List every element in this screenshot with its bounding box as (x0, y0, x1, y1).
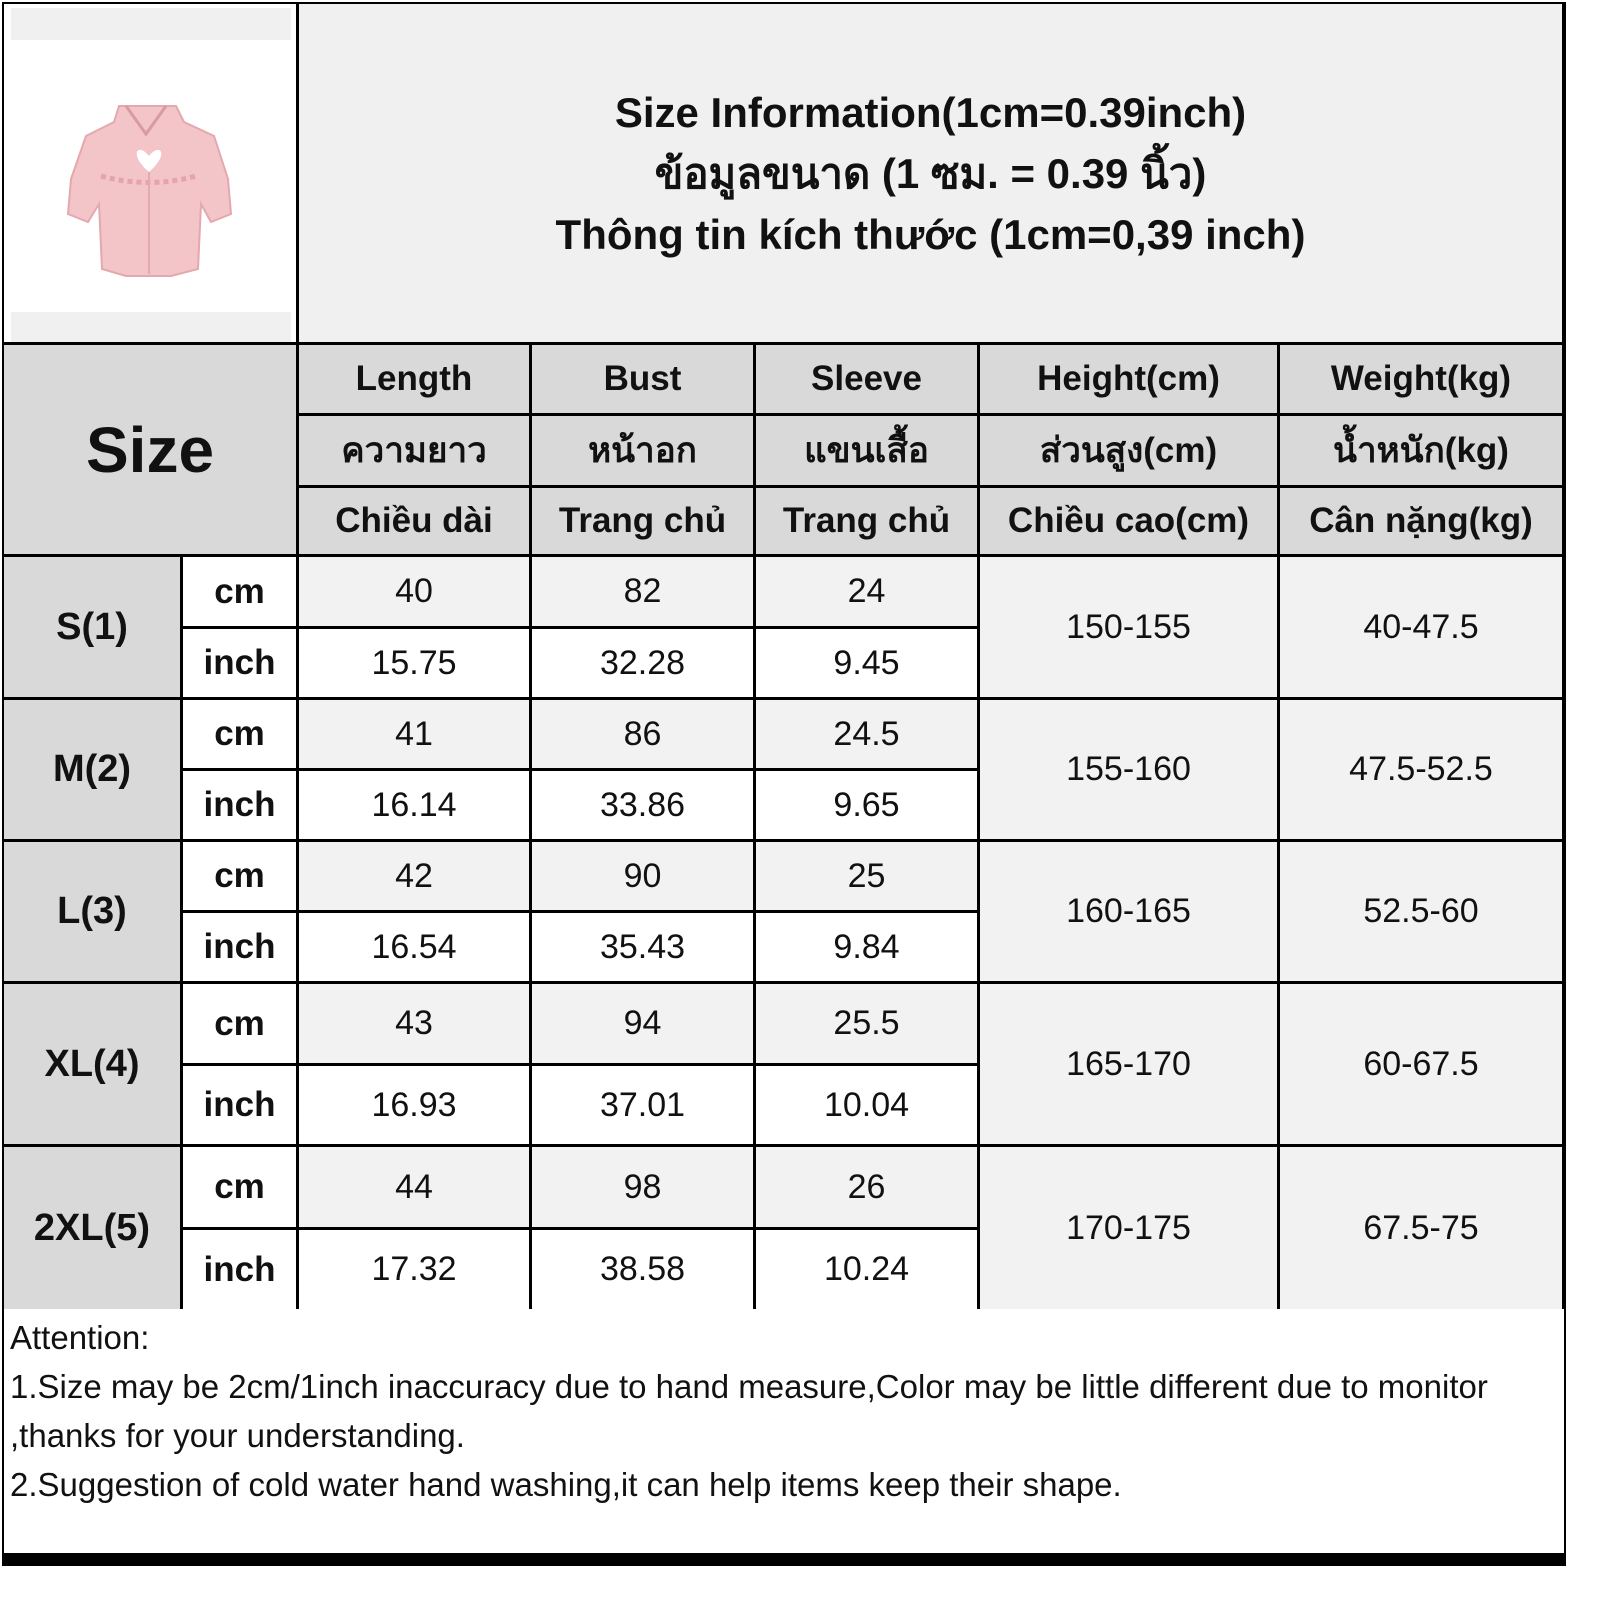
unit-inch: inch (183, 629, 296, 697)
value-inch: 33.86 (532, 771, 753, 839)
value-inch: 16.93 (299, 1066, 529, 1144)
column-header-en: Sleeve (756, 345, 977, 413)
value-cm: 43 (299, 984, 529, 1063)
value-cm: 25 (756, 842, 977, 910)
value-cm: 94 (532, 984, 753, 1063)
column-header-vi: Chiều dài (299, 488, 529, 554)
value-cm: 26 (756, 1147, 977, 1227)
column-header-th: น้ำหนัก(kg) (1280, 416, 1562, 485)
value-cm: 42 (299, 842, 529, 910)
title-vi: Thông tin kích thước (1cm=0,39 inch) (555, 210, 1306, 258)
height-range: 165-170 (980, 984, 1277, 1144)
size-header: Size (4, 345, 296, 554)
size-label: XL(4) (4, 984, 180, 1144)
value-cm: 86 (532, 700, 753, 768)
note-2: 2.Suggestion of cold water hand washing,… (10, 1466, 1122, 1503)
column-header-en: Bust (532, 345, 753, 413)
column-header-vi: Cân nặng(kg) (1280, 488, 1562, 554)
value-cm: 90 (532, 842, 753, 910)
title-block: Size Information(1cm=0.39inch) ข้อมูลขนา… (299, 4, 1562, 342)
value-inch: 16.14 (299, 771, 529, 839)
column-header-th: แขนเสื้อ (756, 416, 977, 485)
unit-cm: cm (183, 1147, 296, 1227)
weight-range: 67.5-75 (1280, 1147, 1562, 1309)
value-inch: 17.32 (299, 1230, 529, 1309)
value-inch: 9.65 (756, 771, 977, 839)
column-header-vi: Trang chủ (532, 488, 753, 554)
value-cm: 98 (532, 1147, 753, 1227)
unit-cm: cm (183, 984, 296, 1063)
unit-inch: inch (183, 1066, 296, 1144)
column-header-en: Weight(kg) (1280, 345, 1562, 413)
size-label: S(1) (4, 557, 180, 697)
value-inch: 38.58 (532, 1230, 753, 1309)
value-inch: 10.24 (756, 1230, 977, 1309)
weight-range: 47.5-52.5 (1280, 700, 1562, 839)
column-header-th: หน้าอก (532, 416, 753, 485)
value-cm: 24 (756, 557, 977, 626)
unit-cm: cm (183, 842, 296, 910)
column-header-vi: Chiều cao(cm) (980, 488, 1277, 554)
value-cm: 25.5 (756, 984, 977, 1063)
unit-inch: inch (183, 771, 296, 839)
value-cm: 82 (532, 557, 753, 626)
unit-cm: cm (183, 700, 296, 768)
weight-range: 52.5-60 (1280, 842, 1562, 981)
notes-heading: Attention: (10, 1319, 150, 1356)
value-inch: 35.43 (532, 913, 753, 981)
size-label: L(3) (4, 842, 180, 981)
value-inch: 10.04 (756, 1066, 977, 1144)
unit-cm: cm (183, 557, 296, 626)
value-cm: 24.5 (756, 700, 977, 768)
value-inch: 16.54 (299, 913, 529, 981)
shirt-image-icon (10, 8, 291, 342)
height-range: 160-165 (980, 842, 1277, 981)
unit-inch: inch (183, 1230, 296, 1309)
value-cm: 40 (299, 557, 529, 626)
value-inch: 32.28 (532, 629, 753, 697)
value-inch: 9.45 (756, 629, 977, 697)
value-cm: 41 (299, 700, 529, 768)
value-inch: 15.75 (299, 629, 529, 697)
value-inch: 37.01 (532, 1066, 753, 1144)
size-chart: Size Information(1cm=0.39inch) ข้อมูลขนา… (2, 2, 1566, 1566)
value-cm: 44 (299, 1147, 529, 1227)
weight-range: 40-47.5 (1280, 557, 1562, 697)
title-th: ข้อมูลขนาด (1 ซม. = 0.39 นิ้ว) (654, 149, 1207, 197)
height-range: 155-160 (980, 700, 1277, 839)
unit-inch: inch (183, 913, 296, 981)
column-header-en: Length (299, 345, 529, 413)
product-image (4, 4, 296, 342)
column-header-th: ความยาว (299, 416, 529, 485)
column-header-th: ส่วนสูง(cm) (980, 416, 1277, 485)
weight-range: 60-67.5 (1280, 984, 1562, 1144)
value-inch: 9.84 (756, 913, 977, 981)
column-header-vi: Trang chủ (756, 488, 977, 554)
title-en: Size Information(1cm=0.39inch) (614, 88, 1247, 136)
size-label: M(2) (4, 700, 180, 839)
column-header-en: Height(cm) (980, 345, 1277, 413)
size-table: Size Information(1cm=0.39inch) ข้อมูลขนา… (4, 4, 1564, 1309)
height-range: 170-175 (980, 1147, 1277, 1309)
height-range: 150-155 (980, 557, 1277, 697)
note-1: 1.Size may be 2cm/1inch inaccuracy due t… (10, 1368, 1488, 1454)
size-label: 2XL(5) (4, 1147, 180, 1309)
attention-notes: Attention: 1.Size may be 2cm/1inch inacc… (4, 1309, 1564, 1553)
